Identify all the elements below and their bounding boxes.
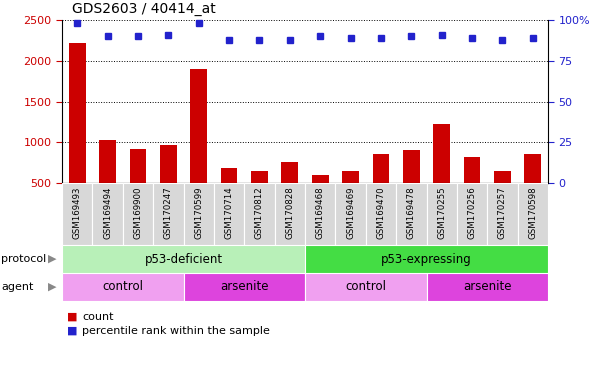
Bar [153, 183, 183, 245]
Bar [93, 183, 123, 245]
Bar [494, 171, 511, 224]
Bar [305, 245, 548, 273]
Bar [183, 273, 305, 301]
Text: GDS2603 / 40414_at: GDS2603 / 40414_at [72, 2, 216, 16]
Bar [517, 183, 548, 245]
Text: GSM169478: GSM169478 [407, 186, 416, 239]
Text: GSM170256: GSM170256 [468, 186, 477, 239]
Text: GSM169493: GSM169493 [73, 186, 82, 238]
Text: protocol: protocol [1, 254, 46, 264]
Text: GSM170812: GSM170812 [255, 186, 264, 239]
Text: GSM170247: GSM170247 [164, 186, 173, 239]
Text: GSM170257: GSM170257 [498, 186, 507, 239]
Bar [525, 154, 541, 224]
Bar [130, 149, 146, 224]
Text: arsenite: arsenite [463, 280, 511, 293]
Text: p53-expressing: p53-expressing [381, 253, 472, 265]
Text: arsenite: arsenite [220, 280, 269, 293]
Bar [62, 273, 183, 301]
Text: control: control [102, 280, 143, 293]
Bar [335, 183, 366, 245]
Bar [214, 183, 244, 245]
Text: control: control [345, 280, 386, 293]
Bar [69, 43, 85, 224]
Text: GSM170255: GSM170255 [437, 186, 446, 239]
Bar [342, 171, 359, 224]
Text: ▶: ▶ [47, 254, 56, 264]
Bar [275, 183, 305, 245]
Text: GSM169470: GSM169470 [376, 186, 385, 239]
Bar [221, 167, 237, 224]
Bar [433, 124, 450, 224]
Text: percentile rank within the sample: percentile rank within the sample [82, 326, 270, 336]
Text: GSM169900: GSM169900 [133, 186, 142, 238]
Text: GSM169494: GSM169494 [103, 186, 112, 238]
Bar [312, 175, 329, 224]
Text: GSM170828: GSM170828 [285, 186, 294, 239]
Text: GSM169469: GSM169469 [346, 186, 355, 238]
Bar [457, 183, 487, 245]
Bar [373, 154, 389, 224]
Bar [251, 171, 268, 224]
Bar [99, 140, 116, 224]
Bar [62, 183, 93, 245]
Bar [427, 183, 457, 245]
Bar [244, 183, 275, 245]
Text: GSM169468: GSM169468 [316, 186, 325, 239]
Bar [281, 162, 298, 224]
Text: GSM170599: GSM170599 [194, 186, 203, 238]
Text: ■: ■ [67, 326, 78, 336]
Text: GSM170598: GSM170598 [528, 186, 537, 239]
Bar [403, 150, 419, 224]
Bar [427, 273, 548, 301]
Bar [123, 183, 153, 245]
Text: GSM170714: GSM170714 [225, 186, 234, 239]
Text: agent: agent [1, 282, 34, 292]
Bar [366, 183, 396, 245]
Bar [487, 183, 517, 245]
Bar [464, 157, 480, 224]
Text: count: count [82, 312, 114, 322]
Bar [191, 69, 207, 224]
Bar [160, 145, 177, 224]
Bar [396, 183, 427, 245]
Bar [305, 183, 335, 245]
Bar [62, 245, 305, 273]
Bar [305, 273, 427, 301]
Text: p53-deficient: p53-deficient [144, 253, 222, 265]
Text: ▶: ▶ [47, 282, 56, 292]
Text: ■: ■ [67, 312, 78, 322]
Bar [183, 183, 214, 245]
